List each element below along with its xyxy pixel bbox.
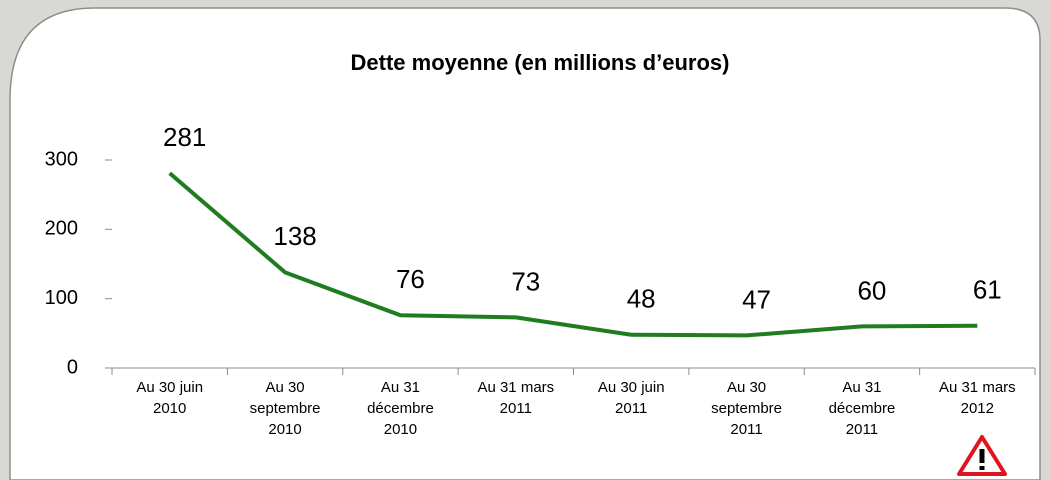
y-tick-label: 200: [45, 218, 78, 240]
data-label: 138: [273, 221, 316, 251]
x-tick-label: Au 30 juin 2011: [598, 379, 665, 417]
y-tick-label: 100: [45, 287, 78, 309]
chart-title: Dette moyenne (en millions d’euros): [351, 50, 730, 75]
x-tick-label: Au 30 septembre 2011: [711, 379, 782, 438]
y-tick-label: 0: [67, 356, 78, 378]
x-tick-label: Au 31 décembre 2011: [829, 379, 896, 438]
data-label: 47: [742, 284, 771, 314]
x-tick-label: Au 30 septembre 2010: [250, 379, 321, 438]
x-tick-label: Au 30 juin 2010: [136, 379, 203, 417]
x-tick-label: Au 31 mars 2012: [939, 379, 1016, 417]
card: [9, 7, 1041, 480]
data-label: 60: [857, 275, 886, 305]
data-label: 281: [163, 122, 206, 152]
line-series: [168, 171, 978, 338]
data-label: 76: [396, 264, 425, 294]
warning-icon: [957, 435, 1007, 476]
x-tick-label: Au 31 décembre 2010: [367, 379, 434, 438]
data-label: 61: [973, 275, 1002, 305]
data-label: 48: [627, 284, 656, 314]
data-label: 73: [511, 266, 540, 296]
y-tick-label: 300: [45, 148, 78, 170]
x-tick-label: Au 31 mars 2011: [477, 379, 554, 417]
